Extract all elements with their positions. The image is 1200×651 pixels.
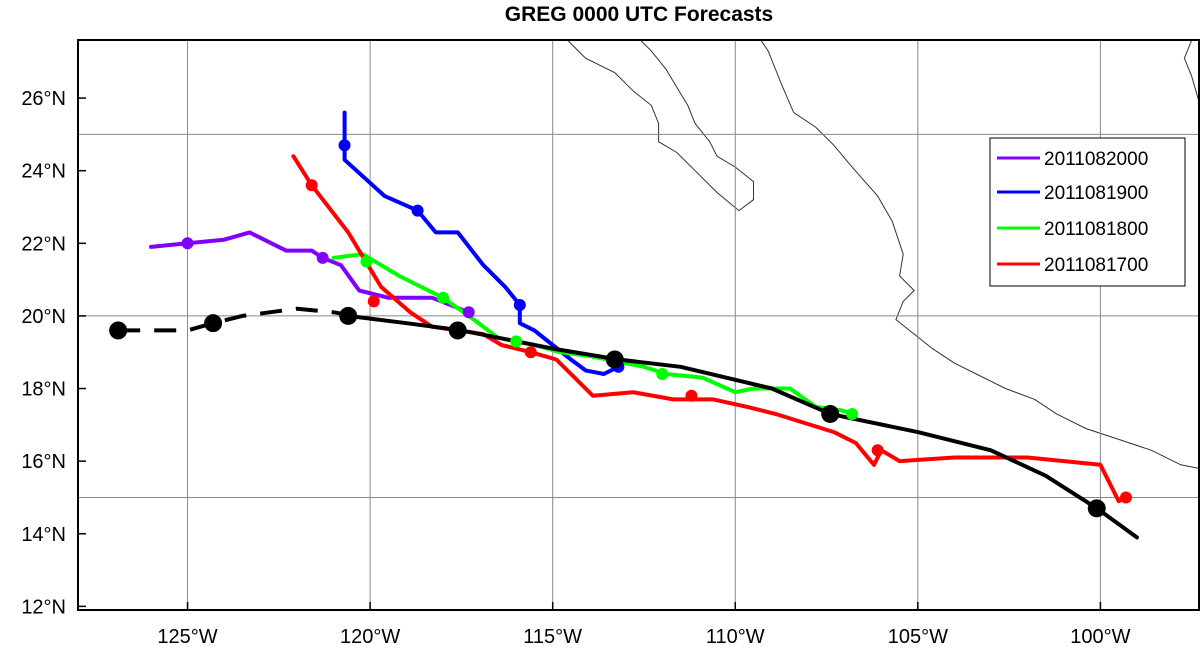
best-track-marker [448, 321, 467, 340]
legend-label-2: 2011081800 [1044, 219, 1148, 240]
best-track-marker [605, 350, 624, 369]
grid-lines [78, 40, 1199, 610]
track-line-2011082000 [149, 230, 471, 315]
track-marker-2011081800 [437, 291, 450, 304]
legend-label-0: 2011082000 [1044, 149, 1148, 170]
coastline-2 [1183, 40, 1199, 102]
track-marker-2011081700 [305, 179, 318, 192]
track-line-2011081700 [291, 154, 1128, 504]
lat-tick-label: 26°N [21, 88, 66, 110]
lon-tick-label: 100°W [1070, 626, 1130, 648]
lat-tick-label: 20°N [21, 306, 66, 328]
axis-ticks: 125°W 120°W 115°W 110°W 105°W 100°W 12°N 14°N 16… [21, 88, 1130, 648]
forecast-tracks [109, 110, 1139, 540]
lat-tick-label: 24°N [21, 161, 66, 183]
track-marker-2011081900 [513, 299, 526, 312]
best-track-marker [821, 404, 840, 423]
lon-tick-label: 115°W [523, 626, 582, 648]
track-marker-2011081700 [367, 295, 380, 308]
coastline-0 [760, 40, 1199, 469]
map-title: GREG 0000 UTC Forecasts [505, 3, 773, 26]
track-marker-2011081800 [846, 407, 859, 420]
best-track-marker [204, 314, 223, 333]
track-marker-2011081700 [685, 389, 698, 402]
lat-tick-label: 18°N [21, 379, 66, 401]
lon-tick-label: 125°W [157, 626, 217, 648]
track-marker-2011081800 [656, 368, 669, 381]
track-marker-2011081700 [871, 444, 884, 457]
lat-tick-label: 14°N [21, 524, 66, 546]
legend: 2011082000 2011081900 2011081800 2011081… [989, 137, 1186, 287]
track-marker-2011081900 [338, 139, 351, 152]
legend-box [989, 137, 1186, 287]
best-track-line [346, 313, 1139, 540]
track-marker-2011082000 [316, 251, 329, 264]
lon-tick-label: 105°W [888, 626, 948, 648]
track-line-2011081900 [342, 110, 621, 376]
lat-tick-label: 12°N [21, 596, 66, 618]
track-marker-2011081700 [524, 346, 537, 359]
track-marker-2011081700 [1119, 491, 1132, 504]
best-track-marker [1087, 499, 1106, 518]
coastline-1 [566, 40, 754, 212]
track-marker-2011082000 [181, 237, 194, 250]
best-track-marker [109, 321, 128, 340]
lat-tick-label: 16°N [21, 451, 66, 473]
track-marker-2011081800 [360, 255, 373, 268]
lon-tick-label: 120°W [340, 626, 400, 648]
track-marker-2011082000 [462, 306, 475, 319]
best-track-marker [339, 306, 358, 325]
plot-frame [77, 39, 1200, 611]
lat-tick-label: 22°N [21, 233, 66, 255]
best-track-dashed-line [118, 306, 356, 333]
coastline-layer [566, 40, 1199, 469]
legend-label-3: 2011081700 [1044, 255, 1148, 276]
legend-label-1: 2011081900 [1044, 183, 1148, 204]
track-marker-2011081900 [411, 204, 424, 217]
track-marker-2011081800 [510, 335, 523, 348]
lon-tick-label: 110°W [706, 626, 765, 648]
